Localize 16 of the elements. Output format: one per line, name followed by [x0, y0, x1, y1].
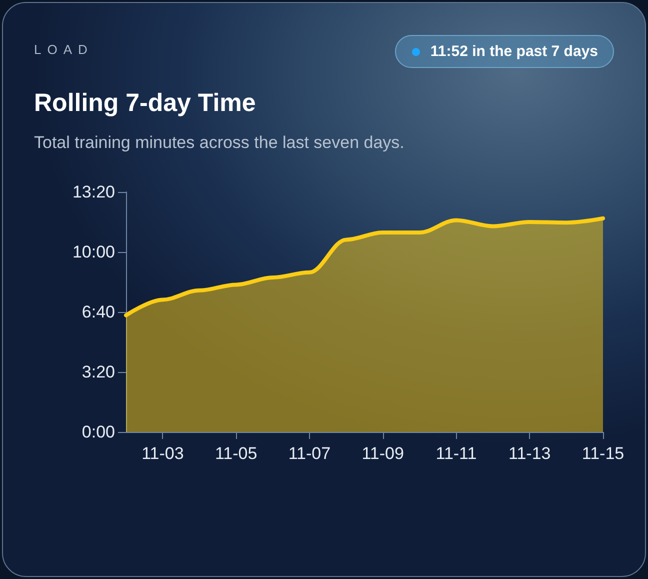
- x-tick-label: 11-03: [142, 444, 184, 463]
- x-tick-label: 11-05: [214, 444, 258, 463]
- text: LOAD: [34, 42, 94, 57]
- badge: 11:52 in the past 7 days: [395, 35, 614, 68]
- y-tick-label: 0:00: [82, 422, 115, 442]
- y-tick-label: 3:20: [82, 362, 115, 382]
- x-tick-label: 11-13: [508, 444, 551, 463]
- y-tick-label: 10:00: [72, 242, 115, 262]
- x-tick-label: 11-07: [288, 444, 331, 463]
- y-tick-label: 13:20: [72, 182, 115, 202]
- chart-title: Rolling 7-day Time: [34, 89, 256, 118]
- y-tick-label: 6:40: [82, 302, 115, 322]
- x-tick-label: 11-15: [582, 444, 624, 463]
- x-tick-label: 11-11: [436, 444, 477, 463]
- chart-subtitle: Total training minutes across the last seven days.: [34, 133, 404, 153]
- x-tick-label: 11-09: [362, 444, 404, 463]
